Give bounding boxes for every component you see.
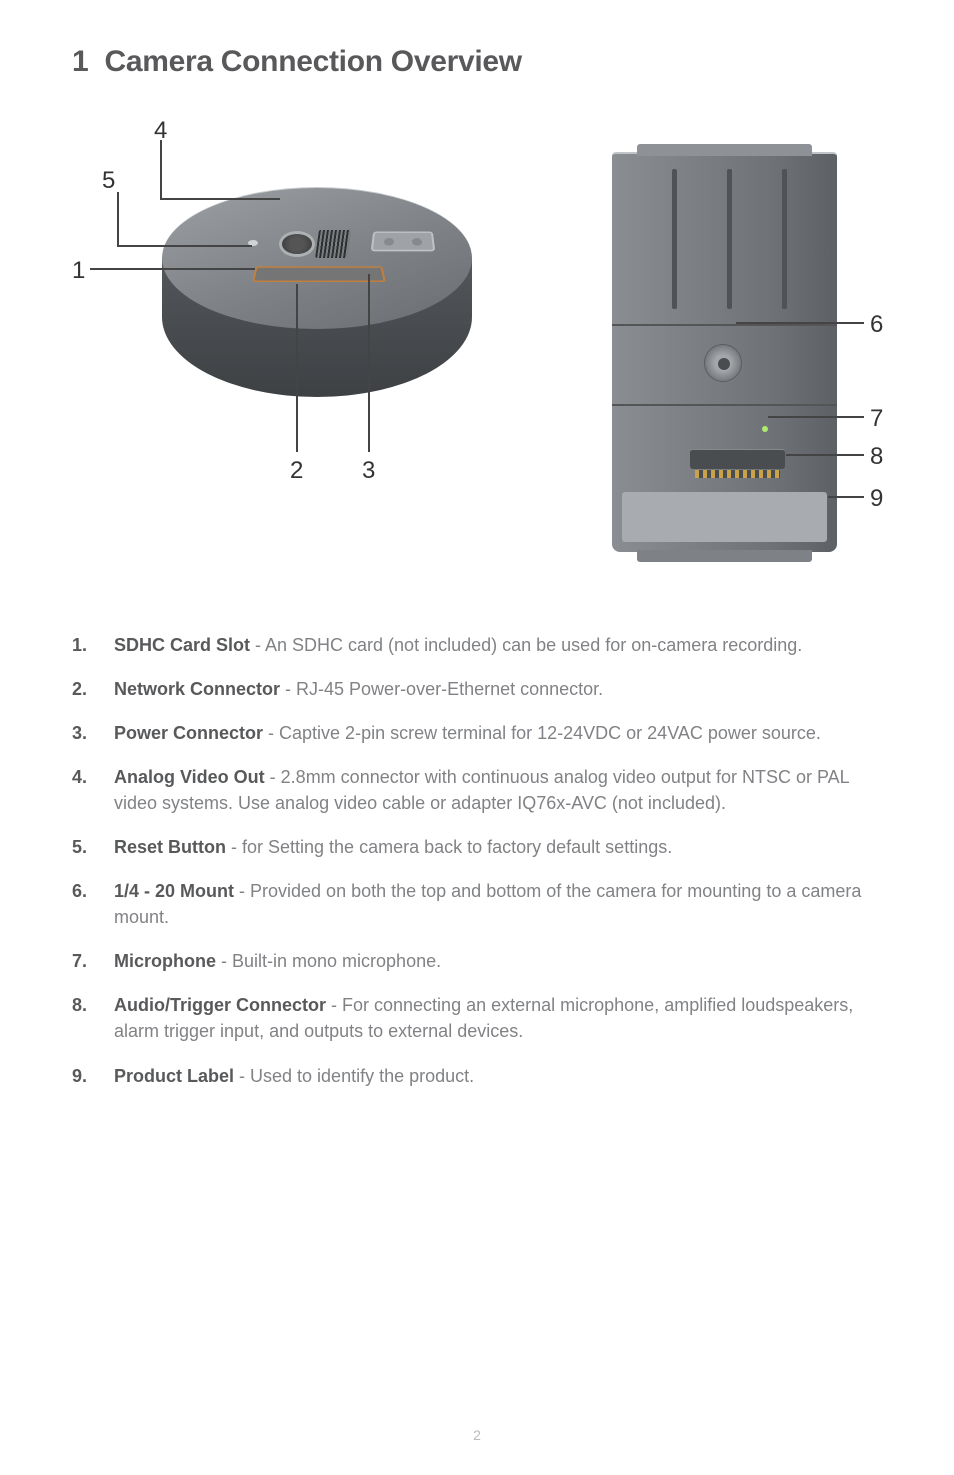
section-title: 1 Camera Connection Overview <box>72 40 882 84</box>
callout-line-6 <box>736 322 864 324</box>
section-heading: Camera Connection Overview <box>104 45 521 78</box>
camera-side-view <box>612 152 837 552</box>
callout-line-5 <box>117 192 119 247</box>
side-divider <box>612 404 837 406</box>
definition-item: 2. Network Connector - RJ-45 Power-over-… <box>72 676 882 702</box>
callout-9: 9 <box>870 482 883 517</box>
callout-5: 5 <box>102 164 115 199</box>
power-connector-icon <box>371 231 436 251</box>
def-num: 1. <box>72 632 114 658</box>
network-connector-icon <box>315 230 351 258</box>
diagram-area: 4 5 1 2 3 6 7 8 9 <box>72 112 882 582</box>
def-term: Audio/Trigger Connector <box>114 995 326 1015</box>
def-desc: - Captive 2-pin screw terminal for 12-24… <box>263 723 821 743</box>
definition-item: 1. SDHC Card Slot - An SDHC card (not in… <box>72 632 882 658</box>
definition-item: 9. Product Label - Used to identify the … <box>72 1063 882 1089</box>
camera-top-foot <box>637 144 812 156</box>
mount-icon <box>704 344 742 382</box>
definition-item: 4. Analog Video Out - 2.8mm connector wi… <box>72 764 882 816</box>
def-num: 9. <box>72 1063 114 1089</box>
def-body: Power Connector - Captive 2-pin screw te… <box>114 720 882 746</box>
camera-bottom-foot <box>637 550 812 562</box>
def-term: SDHC Card Slot <box>114 635 250 655</box>
def-num: 5. <box>72 834 114 860</box>
def-term: Analog Video Out <box>114 767 265 787</box>
definition-item: 5. Reset Button - for Setting the camera… <box>72 834 882 860</box>
definition-item: 8. Audio/Trigger Connector - For connect… <box>72 992 882 1044</box>
side-vent <box>672 169 677 309</box>
section-number: 1 <box>72 45 88 78</box>
def-body: Microphone - Built-in mono microphone. <box>114 948 882 974</box>
def-body: Reset Button - for Setting the camera ba… <box>114 834 882 860</box>
side-vent <box>782 169 787 309</box>
def-term: Power Connector <box>114 723 263 743</box>
def-body: Product Label - Used to identify the pro… <box>114 1063 882 1089</box>
callout-line-7 <box>768 416 864 418</box>
callout-1: 1 <box>72 254 85 289</box>
definition-item: 7. Microphone - Built-in mono microphone… <box>72 948 882 974</box>
analog-video-port-icon <box>282 234 312 254</box>
def-num: 6. <box>72 878 114 930</box>
callout-line-9 <box>828 496 864 498</box>
callout-line-3 <box>368 274 370 452</box>
side-divider <box>612 324 837 326</box>
def-desc: - An SDHC card (not included) can be use… <box>250 635 802 655</box>
def-num: 3. <box>72 720 114 746</box>
def-term: Network Connector <box>114 679 280 699</box>
product-label-icon <box>622 492 827 542</box>
sdhc-slot-icon <box>252 266 385 282</box>
def-num: 8. <box>72 992 114 1044</box>
definition-item: 6. 1/4 - 20 Mount - Provided on both the… <box>72 878 882 930</box>
side-vent <box>727 169 732 309</box>
def-num: 4. <box>72 764 114 816</box>
callout-line-4b <box>160 198 280 200</box>
callout-line-2 <box>296 284 298 452</box>
def-term: Reset Button <box>114 837 226 857</box>
camera-faceplate <box>162 187 472 329</box>
callout-2: 2 <box>290 454 303 489</box>
def-body: 1/4 - 20 Mount - Provided on both the to… <box>114 878 882 930</box>
def-term: Microphone <box>114 951 216 971</box>
definitions-list: 1. SDHC Card Slot - An SDHC card (not in… <box>72 632 882 1089</box>
def-body: Analog Video Out - 2.8mm connector with … <box>114 764 882 816</box>
callout-line-8 <box>786 454 864 456</box>
callout-line-4 <box>160 140 162 198</box>
page-number: 2 <box>0 1425 954 1445</box>
microphone-icon <box>762 426 768 432</box>
def-body: SDHC Card Slot - An SDHC card (not inclu… <box>114 632 882 658</box>
def-desc: - Built-in mono microphone. <box>216 951 441 971</box>
callout-7: 7 <box>870 402 883 437</box>
def-desc: - RJ-45 Power-over-Ethernet connector. <box>280 679 603 699</box>
definition-item: 3. Power Connector - Captive 2-pin screw… <box>72 720 882 746</box>
camera-top-view <box>162 187 472 417</box>
callout-3: 3 <box>362 454 375 489</box>
callout-6: 6 <box>870 308 883 343</box>
def-desc: - Used to identify the product. <box>234 1066 474 1086</box>
def-body: Network Connector - RJ-45 Power-over-Eth… <box>114 676 882 702</box>
def-num: 2. <box>72 676 114 702</box>
callout-line-1 <box>90 268 255 270</box>
audio-trigger-connector-icon <box>690 449 785 469</box>
def-desc: - for Setting the camera back to factory… <box>226 837 672 857</box>
def-term: 1/4 - 20 Mount <box>114 881 234 901</box>
callout-8: 8 <box>870 440 883 475</box>
callout-line-5b <box>117 245 252 247</box>
def-body: Audio/Trigger Connector - For connecting… <box>114 992 882 1044</box>
def-num: 7. <box>72 948 114 974</box>
def-term: Product Label <box>114 1066 234 1086</box>
